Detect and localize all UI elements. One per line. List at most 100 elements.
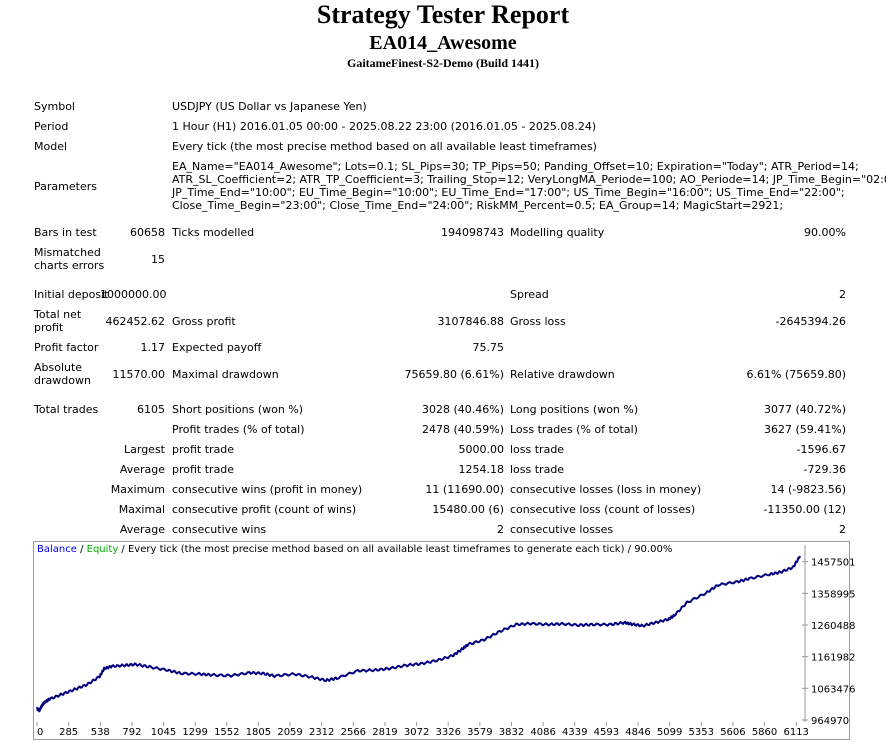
- net-profit-label-1: Total net: [34, 308, 82, 321]
- legend-sep: /: [76, 544, 87, 555]
- profit-trades-label: Profit trades (% of total): [172, 423, 305, 436]
- bars-label: Bars in test: [34, 226, 97, 239]
- maximum-label: Maximum: [110, 483, 165, 496]
- maximal-cons-profit-label: consecutive profit (count of wins): [172, 503, 357, 516]
- maximal-cons-loss-label: consecutive loss (count of losses): [510, 503, 696, 516]
- gross-loss-label: Gross loss: [510, 315, 566, 328]
- largest-profit-value: 5000.00: [458, 443, 505, 456]
- short-positions-label: Short positions (won %): [172, 403, 304, 416]
- maximal-cons-profit-value: 15480.00 (6): [432, 503, 504, 516]
- y-tick-label: 964970: [811, 716, 849, 727]
- spread-label: Spread: [510, 288, 549, 301]
- y-tick-label: 1260488: [811, 621, 856, 632]
- x-tick-label: 3072: [404, 727, 429, 738]
- avg-cons-wins-label: consecutive wins: [172, 523, 267, 536]
- period-value: 1 Hour (H1) 2016.01.05 00:00 - 2025.08.2…: [172, 120, 597, 133]
- y-tick-label: 1358995: [811, 589, 856, 600]
- period-label: Period: [34, 120, 69, 133]
- report-title: Strategy Tester Report: [316, 0, 570, 29]
- average-profit-label: profit trade: [172, 463, 235, 476]
- maximal-drawdown-value: 75659.80 (6.61%): [404, 368, 504, 381]
- x-tick-label: 3326: [435, 727, 460, 738]
- x-tick-label: 4339: [562, 727, 587, 738]
- y-tick-label: 1161982: [811, 653, 856, 664]
- legend-equity: Equity: [86, 544, 119, 555]
- x-tick-label: 5860: [752, 727, 777, 738]
- symbol-value: USDJPY (US Dollar vs Japanese Yen): [172, 100, 367, 113]
- profit-factor-label: Profit factor: [34, 341, 99, 354]
- chart-legend: Balance / Equity / Every tick (the most …: [37, 544, 672, 556]
- short-positions-value: 3028 (40.46%): [421, 403, 504, 416]
- largest-profit-label: profit trade: [172, 443, 235, 456]
- absolute-drawdown-label-1: Absolute: [34, 361, 83, 374]
- largest-label: Largest: [124, 443, 165, 456]
- profit-trades-value: 2478 (40.59%): [421, 423, 504, 436]
- x-tick-label: 5099: [657, 727, 682, 738]
- largest-loss-value: -1596.67: [796, 443, 846, 456]
- max-cons-wins-value: 11 (11690.00): [425, 483, 504, 496]
- maximal-drawdown-label: Maximal drawdown: [172, 368, 279, 381]
- x-tick-label: 1805: [246, 727, 271, 738]
- absolute-drawdown-value: 11570.00: [112, 368, 166, 381]
- spread-value: 2: [839, 288, 846, 301]
- y-tick-label: 1457501: [811, 558, 856, 569]
- avg-cons-losses-value: 2: [839, 523, 846, 536]
- parameters-line: ATR_SL_Coefficient=2; ATR_TP_Coefficient…: [172, 173, 886, 186]
- x-tick-label: 2819: [372, 727, 397, 738]
- y-tick-label: 1063476: [811, 684, 856, 695]
- parameters-line: Close_Time_Begin="23:00"; Close_Time_End…: [172, 199, 784, 212]
- ea-name: EA014_Awesome: [369, 32, 517, 54]
- x-tick-label: 1045: [151, 727, 176, 738]
- parameters-value: EA_Name="EA014_Awesome"; Lots=0.1; SL_Pi…: [172, 160, 886, 212]
- average-cons-label: Average: [119, 523, 165, 536]
- max-cons-losses-value: 14 (-9823.56): [770, 483, 846, 496]
- net-profit-value: 462452.62: [105, 315, 166, 328]
- mismatch-value: 15: [151, 253, 165, 266]
- maximal-cons-loss-value: -11350.00 (12): [763, 503, 846, 516]
- balance-line: [36, 555, 801, 713]
- x-tick-label: 3579: [467, 727, 492, 738]
- x-tick-label: 4593: [594, 727, 619, 738]
- expected-payoff-label: Expected payoff: [172, 341, 262, 354]
- max-cons-losses-label: consecutive losses (loss in money): [510, 483, 702, 496]
- ticks-value: 194098743: [441, 226, 504, 239]
- largest-loss-label: loss trade: [510, 443, 565, 456]
- avg-cons-losses-label: consecutive losses: [510, 523, 614, 536]
- average-loss-value: -729.36: [803, 463, 846, 476]
- parameters-line: EA_Name="EA014_Awesome"; Lots=0.1; SL_Pi…: [172, 160, 859, 173]
- quality-label: Modelling quality: [510, 226, 605, 239]
- x-tick-label: 5606: [720, 727, 745, 738]
- mismatch-label-2: charts errors: [34, 259, 105, 272]
- expected-payoff-value: 75.75: [472, 341, 505, 354]
- model-value: Every tick (the most precise method base…: [172, 140, 597, 153]
- bars-value: 60658: [130, 226, 165, 239]
- loss-trades-label: Loss trades (% of total): [510, 423, 638, 436]
- avg-cons-wins-value: 2: [497, 523, 504, 536]
- x-tick-label: 0: [37, 727, 43, 738]
- deposit-label: Initial deposit: [34, 288, 109, 301]
- ticks-label: Ticks modelled: [172, 226, 255, 239]
- relative-drawdown-label: Relative drawdown: [510, 368, 615, 381]
- x-tick-label: 5353: [689, 727, 714, 738]
- x-tick-label: 4846: [625, 727, 650, 738]
- x-tick-label: 1552: [214, 727, 239, 738]
- balance-chart: [33, 541, 850, 740]
- x-tick-label: 6113: [783, 727, 808, 738]
- average-profit-value: 1254.18: [458, 463, 505, 476]
- average-loss-label: loss trade: [510, 463, 565, 476]
- total-trades-value: 6105: [137, 403, 165, 416]
- loss-trades-value: 3627 (59.41%): [763, 423, 846, 436]
- x-tick-label: 2312: [309, 727, 334, 738]
- profit-factor-value: 1.17: [140, 341, 166, 354]
- x-tick-label: 2566: [341, 727, 366, 738]
- x-tick-label: 792: [122, 727, 141, 738]
- x-tick-label: 4086: [530, 727, 555, 738]
- symbol-label: Symbol: [34, 100, 75, 113]
- gross-profit-label: Gross profit: [172, 315, 236, 328]
- mismatch-label-1: Mismatched: [34, 246, 101, 259]
- long-positions-value: 3077 (40.72%): [763, 403, 846, 416]
- x-tick-label: 538: [91, 727, 110, 738]
- model-label: Model: [34, 140, 68, 153]
- x-tick-label: 2059: [277, 727, 302, 738]
